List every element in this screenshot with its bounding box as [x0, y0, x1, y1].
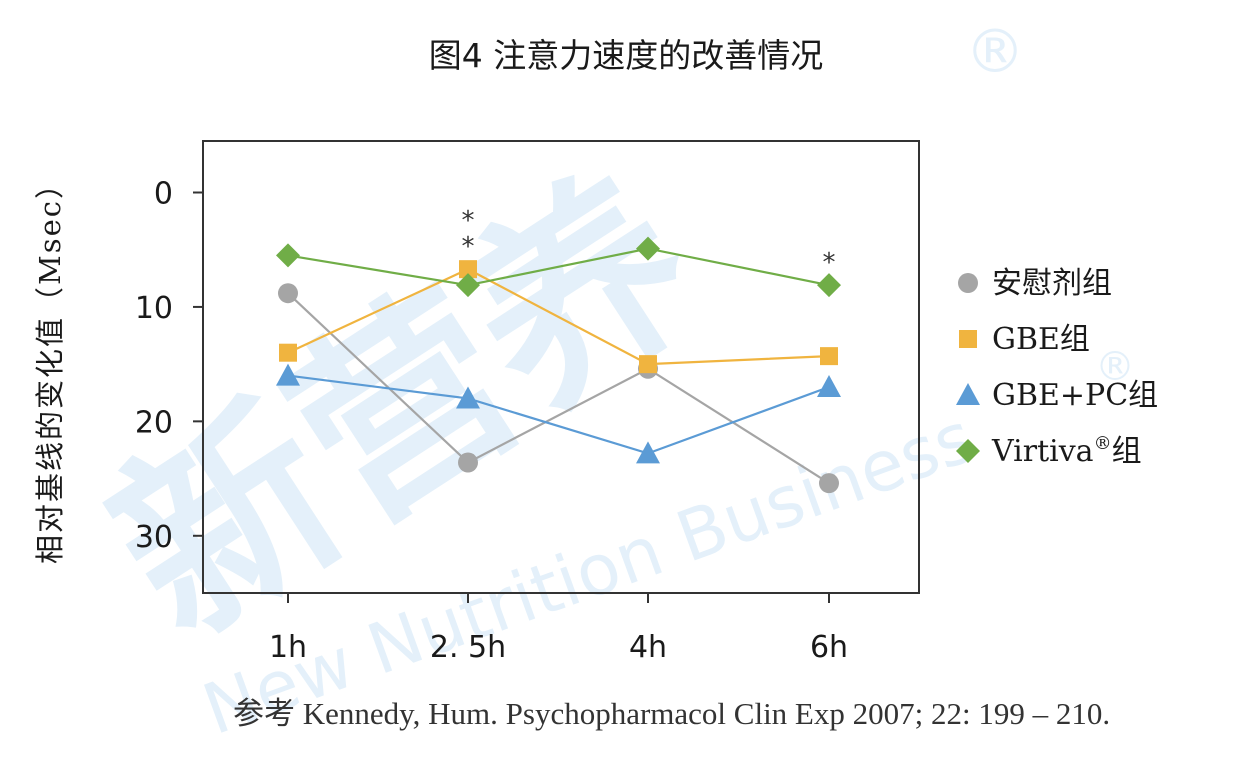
legend-label-4: Virtiva®组: [991, 433, 1142, 469]
legend-label-text: GBE+PC组: [992, 378, 1158, 413]
y-axis-label: 相对基线的变化值（Msec）: [33, 168, 67, 564]
x-tick-label: 6h: [810, 630, 848, 665]
watermark-registered-mark-small: ®: [1095, 344, 1135, 390]
chart-title: 图4 注意力速度的改善情况: [429, 36, 824, 75]
series-1-point: [278, 283, 298, 304]
series-3-point: [276, 363, 300, 386]
y-tick-label: 10: [135, 291, 173, 326]
axis-ticks: 0 10 20 30 1h 2. 5h 4h 6h: [135, 176, 848, 665]
significance-star: *: [823, 248, 836, 278]
series-1-point: [819, 473, 839, 494]
legend-marker-1: [958, 273, 978, 293]
series-2-point: [639, 355, 657, 374]
legend-label-1: 安慰剂组: [992, 266, 1112, 301]
series-4-point: [276, 243, 300, 268]
legend-label-text: GBE组: [992, 322, 1090, 357]
series-line-2: [287, 267, 830, 366]
watermark: 新营养 New Nutrition Business ® ®: [74, 17, 1135, 751]
y-tick-label: 20: [135, 405, 173, 440]
legend-label-text: 安慰剂组: [992, 266, 1112, 301]
series-3-point: [817, 375, 841, 398]
series-lines: [287, 247, 830, 485]
series-line-1: [287, 292, 830, 485]
series-4-point: [456, 273, 480, 298]
legend-marker-3: [956, 383, 980, 405]
legend-marker-4: [956, 439, 980, 463]
series-2-point: [279, 343, 297, 362]
series-line-4: [287, 247, 830, 287]
series-2-point: [820, 347, 838, 366]
y-tick-label: 30: [135, 520, 173, 555]
significance-star: *: [462, 232, 475, 262]
legend-label-text: Virtiva: [991, 434, 1094, 469]
legend-label-3: GBE+PC组: [992, 378, 1158, 413]
series-3-point: [636, 441, 660, 464]
series-markers: [276, 236, 841, 494]
plot-frame: [202, 140, 920, 594]
legend-marker-2: [959, 330, 977, 348]
series-4-point: [636, 236, 660, 261]
series-4-point: [817, 273, 841, 298]
legend-label-suffix: 组: [1112, 434, 1142, 469]
series-3-point: [456, 386, 480, 409]
reference-citation: 参考 Kennedy, Hum. Psychopharmacol Clin Ex…: [233, 696, 1110, 731]
y-tick-label: 0: [154, 176, 173, 211]
x-tick-label: 1h: [269, 630, 307, 665]
series-line-3: [287, 374, 830, 455]
series-1-point: [458, 452, 478, 473]
x-tick-label: 2. 5h: [430, 630, 506, 665]
series-2-point: [459, 260, 477, 279]
watermark-registered-mark: ®: [965, 17, 1025, 87]
significance-annotations: ***: [462, 206, 836, 278]
significance-star: *: [462, 206, 475, 236]
legend-registered-mark: ®: [1094, 433, 1112, 454]
x-tick-label: 4h: [629, 630, 667, 665]
legend-label-2: GBE组: [992, 322, 1090, 357]
